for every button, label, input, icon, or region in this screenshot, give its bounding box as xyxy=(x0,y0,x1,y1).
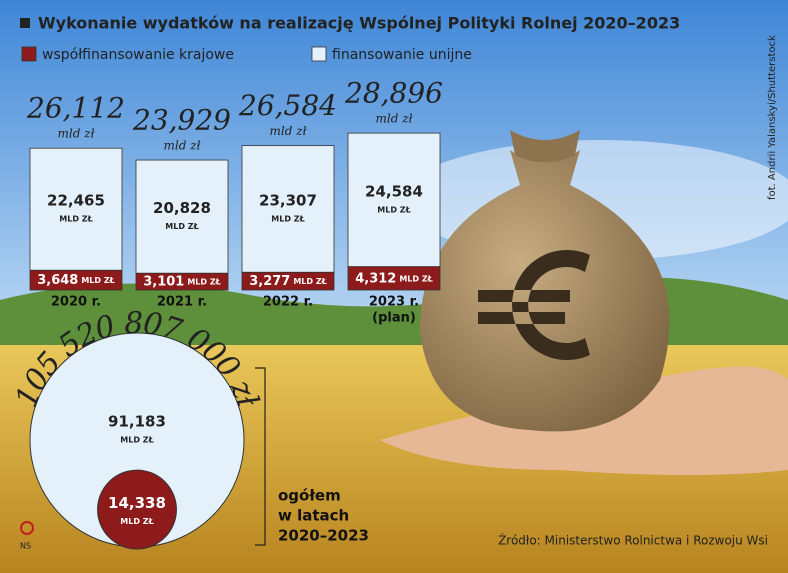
overall-caption: 2020–2023 xyxy=(278,527,369,545)
euro-sign xyxy=(478,250,590,360)
legend-swatch xyxy=(21,46,37,62)
photo-credit: fot. Andrii Yalanskyi/Shutterstock xyxy=(767,35,778,200)
category-label: 2021 r. xyxy=(157,295,207,310)
logo-icon xyxy=(20,521,34,535)
total-label: 28,896 xyxy=(344,77,443,110)
legend-label: współfinansowanie krajowe xyxy=(42,47,234,63)
overall-caption: w latach xyxy=(278,507,349,525)
total-unit: mld zł xyxy=(58,127,95,141)
segment-unit: MLD ZŁ xyxy=(81,276,114,285)
segment-unit: MLD ZŁ xyxy=(165,222,198,231)
segment-value: 23,307 xyxy=(259,191,317,209)
overall-eu-value: 91,183 xyxy=(108,413,166,431)
national-circle xyxy=(97,469,177,550)
segment-unit: MLD ZŁ xyxy=(377,205,410,214)
source: Źródło: Ministerstwo Rolnictwa i Rozwoju… xyxy=(498,533,768,548)
total-unit: mld zł xyxy=(270,124,307,138)
bracket xyxy=(255,367,266,546)
segment-value: 24,584 xyxy=(365,182,423,200)
overall-eu-unit: MLD ZŁ xyxy=(120,436,153,445)
segment-label: 4,312 MLD ZŁ xyxy=(355,271,433,286)
segment-unit: MLD ZŁ xyxy=(187,277,220,286)
title: Wykonanie wydatków na realizację Wspólne… xyxy=(38,14,680,33)
bar-segment xyxy=(241,145,335,273)
overall-caption: ogółem xyxy=(278,487,341,505)
bag-top xyxy=(510,130,580,163)
category-note: (plan) xyxy=(372,311,416,326)
segment-unit: MLD ZŁ xyxy=(59,215,92,224)
title-icon xyxy=(20,18,30,28)
segment-value: 4,312 xyxy=(355,271,396,286)
category-label: 2023 r. xyxy=(369,295,419,310)
legend-label: finansowanie unijne xyxy=(332,47,472,63)
category-label: 2022 r. xyxy=(263,295,313,310)
segment-value: 3,277 xyxy=(249,274,290,289)
overall-national-value: 14,338 xyxy=(108,494,166,512)
segment-unit: MLD ZŁ xyxy=(293,277,326,286)
segment-label: 3,277 MLD ZŁ xyxy=(249,274,327,289)
total-unit: mld zł xyxy=(164,139,201,153)
segment-label: 3,101 MLD ZŁ xyxy=(143,274,221,289)
segment-unit: MLD ZŁ xyxy=(271,214,304,223)
bar-segment xyxy=(135,159,229,274)
segment-value: 3,648 xyxy=(37,273,78,288)
bar-segment xyxy=(347,132,441,267)
total-label: 26,112 xyxy=(26,92,125,125)
segment-label: 3,648 MLD ZŁ xyxy=(37,273,115,288)
segment-unit: MLD ZŁ xyxy=(399,274,432,283)
segment-value: 20,828 xyxy=(153,199,211,217)
total-label: 26,584 xyxy=(238,89,337,122)
category-label: 2020 r. xyxy=(51,295,101,310)
legend-swatch xyxy=(311,46,327,62)
overall-national-unit: MLD ZŁ xyxy=(120,517,153,526)
total-unit: mld zł xyxy=(376,112,413,126)
logo: NS xyxy=(20,542,31,551)
total-label: 23,929 xyxy=(132,104,231,137)
bar-segment xyxy=(29,147,123,271)
segment-value: 22,465 xyxy=(47,192,105,210)
segment-value: 3,101 xyxy=(143,274,184,289)
